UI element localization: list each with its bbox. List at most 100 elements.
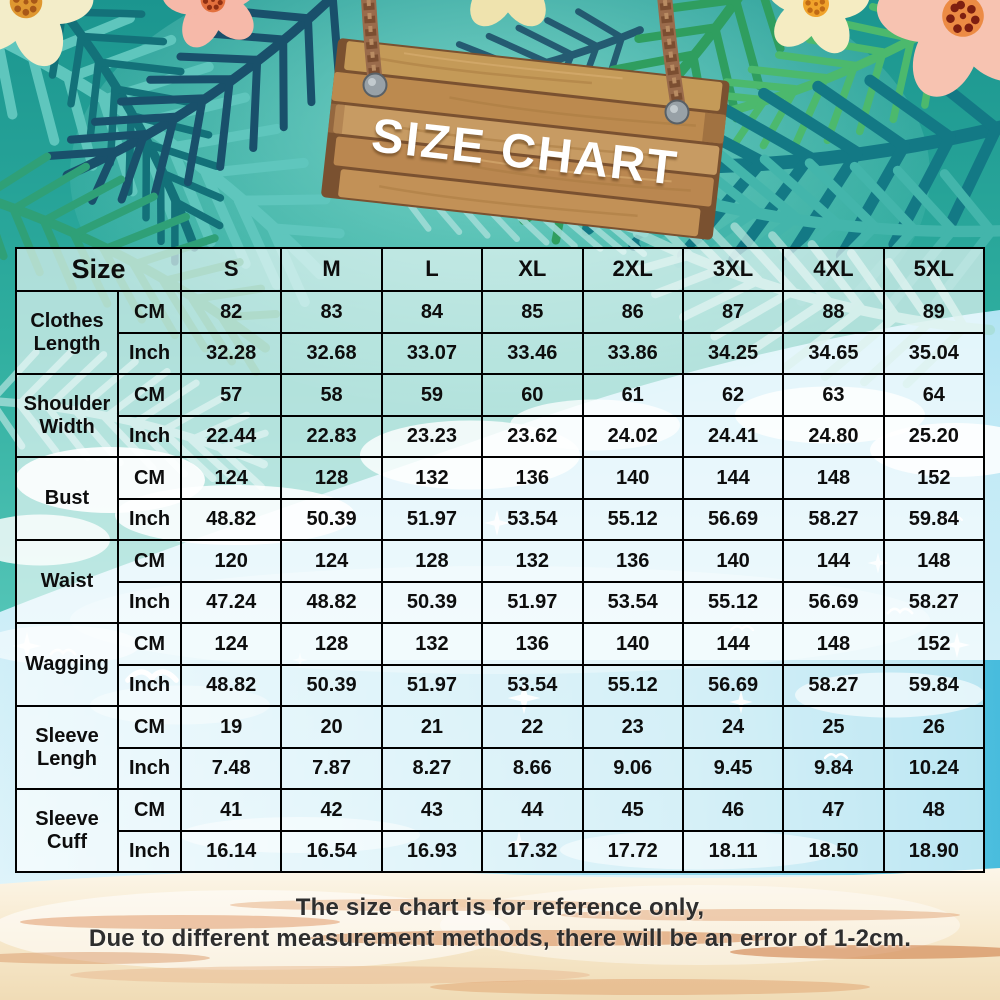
value-cell: 20 <box>280 705 383 749</box>
value-cell: 58 <box>280 373 383 417</box>
value-cell: 84 <box>380 290 484 334</box>
value-cell: 16.54 <box>280 829 383 873</box>
value-cell: 58.27 <box>782 663 885 707</box>
value-cell: 132 <box>380 622 484 666</box>
value-cell: 25 <box>782 705 885 749</box>
value-cell: 47 <box>782 788 885 832</box>
value-cell: 50.39 <box>280 663 383 707</box>
sign-nail-right <box>664 99 690 125</box>
size-header-4xl: 4XL <box>782 247 885 292</box>
measurement-row-inch: Inch 48.82 50.39 51.97 53.54 55.12 56.69 58.27 5… <box>16 497 986 541</box>
value-cell: 8.66 <box>481 746 584 790</box>
measurement-row-inch: Inch 48.82 50.39 51.97 53.54 55.12 56.69 58.27 5… <box>16 663 986 707</box>
value-cell: 33.46 <box>481 331 584 375</box>
measurement-row-inch: Inch 47.24 48.82 50.39 51.97 53.54 55.12 56.69 5… <box>16 580 986 624</box>
size-header-5xl: 5XL <box>882 247 986 292</box>
value-cell: 55.12 <box>681 580 785 624</box>
value-cell: 48.82 <box>280 580 383 624</box>
value-cell: 136 <box>481 622 584 666</box>
value-cell: 17.72 <box>581 829 684 873</box>
value-cell: 148 <box>882 539 986 583</box>
value-cell: 59.84 <box>882 663 986 707</box>
value-cell: 17.32 <box>481 829 584 873</box>
value-cell: 57 <box>179 373 283 417</box>
value-cell: 64 <box>882 373 986 417</box>
value-cell: 55.12 <box>581 497 684 541</box>
unit-cm-cell: CM <box>117 290 182 334</box>
value-cell: 9.84 <box>782 746 885 790</box>
footer-line-2: Due to different measurement methods, th… <box>88 925 912 952</box>
value-cell: 18.50 <box>782 829 885 873</box>
value-cell: 42 <box>280 788 383 832</box>
value-cell: 89 <box>882 290 986 334</box>
measurement-row-cm: Sleeve Cuff CM 41 42 43 44 45 46 47 48 <box>15 788 986 873</box>
value-cell: 136 <box>581 539 684 583</box>
value-cell: 44 <box>481 788 584 832</box>
value-cell: 33.07 <box>380 331 484 375</box>
value-cell: 25.20 <box>882 414 986 458</box>
measurement-row-cm: Bust CM 124 128 132 136 140 144 148 152 <box>15 456 986 541</box>
value-cell: 24.02 <box>581 414 684 458</box>
value-cell: 22.44 <box>179 414 283 458</box>
measurement-label: Bust <box>15 456 119 541</box>
value-cell: 7.48 <box>179 746 283 790</box>
sand-beach <box>0 868 1000 1000</box>
value-cell: 55.12 <box>581 663 684 707</box>
value-cell: 50.39 <box>280 497 383 541</box>
value-cell: 33.86 <box>581 331 684 375</box>
value-cell: 53.54 <box>481 497 584 541</box>
value-cell: 140 <box>581 456 684 500</box>
value-cell: 22.83 <box>280 414 383 458</box>
size-corner-header: Size <box>15 247 182 292</box>
value-cell: 24 <box>681 705 785 749</box>
measurement-row-cm: Wagging CM 124 128 132 136 140 144 148 152 <box>15 622 986 707</box>
measurement-row-inch: Inch 7.48 7.87 8.27 8.66 9.06 9.45 9.84 10.24 <box>16 746 986 790</box>
value-cell: 152 <box>882 622 986 666</box>
value-cell: 144 <box>782 539 885 583</box>
unit-cm-cell: CM <box>117 622 182 666</box>
measurement-row-inch: Inch 16.14 16.54 16.93 17.32 17.72 18.11 18.50 1… <box>16 829 986 873</box>
value-cell: 35.04 <box>882 331 986 375</box>
measurement-row-inch: Inch 32.28 32.68 33.07 33.46 33.86 34.25 34.65 3… <box>16 331 986 375</box>
value-cell: 21 <box>380 705 484 749</box>
unit-cm-cell: CM <box>117 456 182 500</box>
flower-top-cream-right <box>751 0 881 67</box>
footer-line-1: The size chart is for reference only, <box>295 894 705 921</box>
value-cell: 19 <box>179 705 283 749</box>
sign-nail-left <box>362 72 388 98</box>
value-cell: 61 <box>581 373 684 417</box>
value-cell: 48.82 <box>179 497 283 541</box>
value-cell: 41 <box>179 788 283 832</box>
value-cell: 9.45 <box>681 746 785 790</box>
size-header-3xl: 3XL <box>681 247 785 292</box>
value-cell: 63 <box>782 373 885 417</box>
measurement-label: Clothes Length <box>15 290 119 375</box>
value-cell: 144 <box>681 456 785 500</box>
unit-inch-cell: Inch <box>117 663 182 707</box>
value-cell: 87 <box>681 290 785 334</box>
unit-inch-cell: Inch <box>117 414 182 458</box>
size-chart-table: Size S M L XL 2XL 3XL 4XL 5XL Clothes Le… <box>15 247 986 873</box>
measurement-row-cm: Sleeve Lengh CM 19 20 21 22 23 24 25 26 <box>15 705 986 790</box>
unit-inch-cell: Inch <box>117 746 182 790</box>
value-cell: 120 <box>179 539 283 583</box>
value-cell: 8.27 <box>380 746 484 790</box>
value-cell: 88 <box>782 290 885 334</box>
value-cell: 56.69 <box>681 497 785 541</box>
value-cell: 62 <box>681 373 785 417</box>
unit-cm-cell: CM <box>117 539 182 583</box>
size-header-s: S <box>179 247 283 292</box>
value-cell: 124 <box>179 456 283 500</box>
value-cell: 26 <box>882 705 986 749</box>
wooden-sign <box>321 38 730 240</box>
value-cell: 23 <box>581 705 684 749</box>
value-cell: 60 <box>481 373 584 417</box>
value-cell: 140 <box>681 539 785 583</box>
value-cell: 132 <box>481 539 584 583</box>
value-cell: 53.54 <box>481 663 584 707</box>
flower-top-right <box>855 0 1000 121</box>
value-cell: 58.27 <box>782 497 885 541</box>
size-header-row: Size S M L XL 2XL 3XL 4XL 5XL <box>15 247 986 292</box>
measurement-label: Shoulder Width <box>15 373 119 458</box>
